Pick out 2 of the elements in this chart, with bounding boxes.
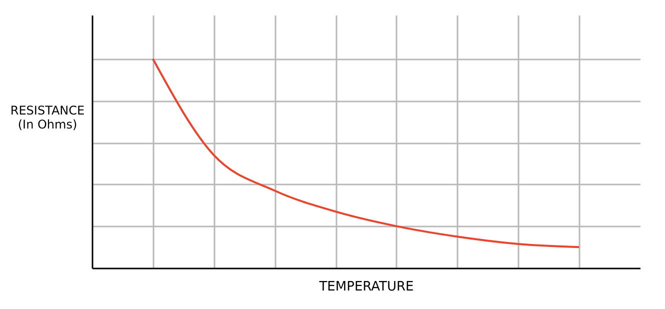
x-axis-title: TEMPERATURE bbox=[318, 280, 414, 294]
y-axis-title: RESISTANCE (In Ohms) bbox=[10, 104, 85, 132]
